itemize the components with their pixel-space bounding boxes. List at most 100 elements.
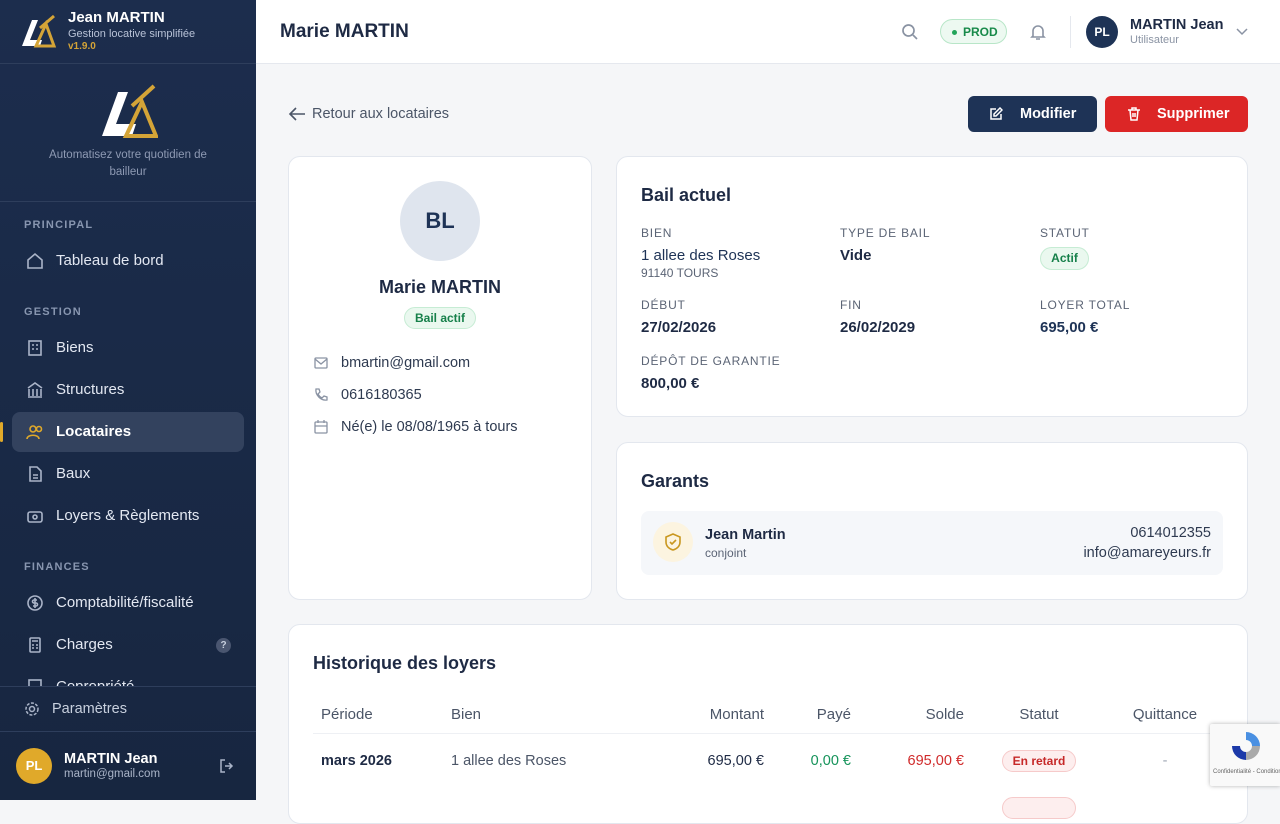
field-value: 27/02/2026: [641, 319, 717, 336]
nav-item[interactable]: Comptabilité/fiscalité: [12, 583, 244, 623]
icon-shape: [314, 357, 328, 369]
section-title: FINANCES: [24, 561, 90, 573]
column-header: Payé: [816, 706, 851, 723]
status-badge: Bail actif: [404, 307, 476, 329]
email-icon: [314, 357, 328, 369]
cell-period: mars 2026: [321, 753, 392, 769]
section-title: GESTION: [24, 306, 82, 318]
nav-item[interactable]: Loyers & Règlements: [12, 496, 244, 536]
divider: [0, 201, 256, 202]
nav-label: Copropriété: [56, 678, 134, 686]
recaptcha-badge[interactable]: Confidentialité - Conditions: [1210, 724, 1280, 786]
field-label: TYPE DE BAIL: [840, 226, 931, 240]
status-badge: Actif: [1040, 247, 1089, 270]
icon-shape: [35, 425, 43, 433]
field-value: Vide: [840, 247, 872, 264]
nav-item-active[interactable]: Locataires: [0, 412, 244, 452]
user-menu-toggle[interactable]: [1236, 27, 1248, 37]
phone: 0616180365: [341, 387, 422, 403]
icon-shape: [27, 382, 43, 398]
icon-shape: [315, 388, 328, 401]
icon-shape: [314, 358, 328, 365]
field-label: LOYER TOTAL: [1040, 298, 1131, 312]
column-header: Période: [321, 706, 373, 723]
back-label: Retour aux locataires: [312, 106, 450, 122]
guarantor-item: Jean Martin conjoint 0614012355 info@ama…: [641, 511, 1223, 575]
nav: PRINCIPAL Tableau de bord GESTION Biens …: [0, 202, 256, 686]
settings-link[interactable]: Paramètres: [0, 687, 256, 731]
phone-icon: [315, 388, 328, 401]
nav-item[interactable]: Charges?: [12, 625, 244, 665]
nav-item[interactable]: Structures: [12, 370, 244, 410]
logo-tagline: Automatisez votre quotidien de bailleur: [49, 149, 207, 178]
status-badge: En retard: [1002, 750, 1076, 772]
back-link[interactable]: Retour aux locataires: [288, 104, 458, 124]
active-indicator: [0, 422, 3, 442]
icon-shape: [28, 705, 36, 713]
card-title: Historique des loyers: [313, 653, 497, 673]
field-value: 695,00 €: [1040, 319, 1099, 336]
nav-label: Structures: [56, 381, 125, 398]
nav-label: Comptabilité/fiscalité: [56, 594, 194, 611]
notifications-button[interactable]: [1029, 23, 1047, 41]
history-card: Historique des loyers Période Bien Monta…: [288, 624, 1248, 824]
column-header: Solde: [925, 706, 964, 723]
icon-shape: [28, 340, 42, 356]
icon-shape: [1236, 28, 1248, 36]
button-label: Modifier: [1020, 106, 1077, 122]
version: v1.9.0: [68, 41, 96, 52]
cell-amount: 695,00 €: [707, 753, 764, 769]
icon-shape: [288, 107, 305, 121]
field-label: DÉBUT: [641, 298, 686, 312]
recaptcha-logo: [1232, 732, 1260, 760]
cell-property: 1 allee des Roses: [451, 753, 567, 769]
user-role: Utilisateur: [1130, 34, 1179, 46]
icon-shape: [1246, 732, 1260, 746]
nav-item[interactable]: Baux: [12, 454, 244, 494]
icon-shape: [130, 84, 156, 108]
user-name: MARTIN Jean: [1130, 17, 1224, 33]
icon-shape: [25, 702, 39, 716]
field-sub: 91140 TOURS: [641, 266, 719, 280]
logout-button[interactable]: [218, 758, 234, 774]
brand-tagline: Gestion locative simplifiée: [68, 28, 196, 40]
icon-shape: [32, 640, 38, 649]
icon-shape: [902, 24, 915, 37]
field-value: 26/02/2029: [840, 319, 916, 336]
avatar[interactable]: PL: [1086, 16, 1118, 48]
help-badge: ?: [216, 638, 231, 653]
nav-item[interactable]: Copropriété: [12, 667, 244, 686]
icon-shape: [102, 92, 136, 136]
divider: [0, 63, 256, 64]
guarantor-phone: 0614012355: [1130, 525, 1211, 541]
delete-button[interactable]: Supprimer: [1105, 96, 1248, 132]
status-badge-partial: [1002, 797, 1076, 819]
field-label: BIEN: [641, 226, 673, 240]
icon-shape: [31, 598, 39, 608]
cell-paid: 0,00 €: [810, 753, 851, 769]
icon-shape: [220, 759, 234, 773]
icon-shape: [22, 20, 42, 46]
divider: [0, 731, 256, 732]
nav-label: Biens: [56, 339, 94, 356]
logo: [102, 84, 158, 138]
user-name: MARTIN Jean: [64, 751, 158, 767]
edit-button[interactable]: Modifier: [968, 96, 1097, 132]
search-button[interactable]: [901, 23, 919, 41]
nav-label: Tableau de bord: [56, 252, 164, 269]
nav-item[interactable]: Tableau de bord: [12, 241, 244, 281]
icon-shape: [28, 679, 42, 686]
icon-shape: [1128, 107, 1140, 121]
nav-label: Locataires: [56, 423, 132, 440]
nav-label: Loyers & Règlements: [56, 507, 200, 524]
icon-shape: [27, 511, 43, 523]
settings-label: Paramètres: [52, 701, 127, 717]
icon-shape: [665, 533, 681, 551]
email: bmartin@gmail.com: [341, 355, 471, 371]
nav-item[interactable]: Biens: [12, 328, 244, 368]
column-header: Bien: [451, 706, 482, 723]
profile-card: BL Marie MARTIN Bail actif bmartin@gmail…: [288, 156, 592, 600]
field-value: 1 allee des Roses: [641, 247, 761, 264]
birth: Né(e) le 08/08/1965 à tours: [341, 419, 518, 435]
